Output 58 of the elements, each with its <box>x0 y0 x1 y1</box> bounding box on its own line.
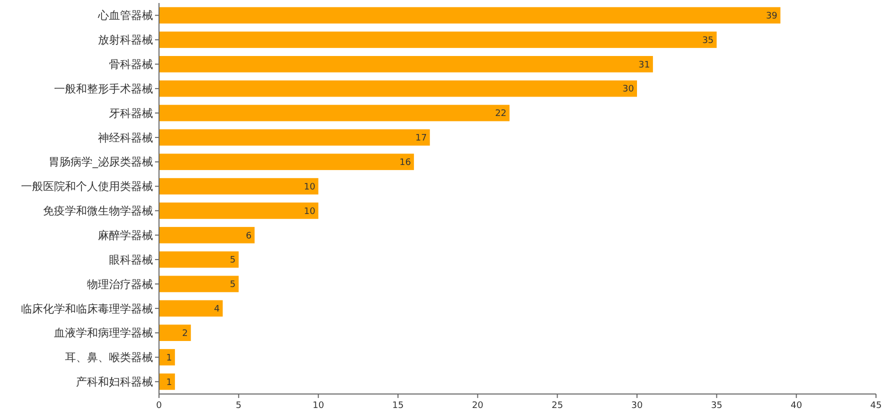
y-tick-label: 牙科器械 <box>109 106 153 120</box>
x-tick-label: 45 <box>870 401 882 411</box>
bar <box>159 7 780 24</box>
x-tick-label: 20 <box>472 401 484 411</box>
bar <box>159 154 414 170</box>
data-label: 4 <box>214 304 220 315</box>
bar <box>159 32 717 48</box>
bar <box>159 276 239 292</box>
data-label: 5 <box>230 280 236 290</box>
y-tick-label: 临床化学和临床毒理学器械 <box>21 302 153 316</box>
x-tick-label: 15 <box>392 401 404 411</box>
y-tick-label: 心血管器械 <box>97 9 153 22</box>
data-label: 10 <box>304 182 316 192</box>
data-label: 1 <box>166 353 172 364</box>
data-label: 1 <box>166 378 172 388</box>
y-tick-label: 物理治疗器械 <box>87 278 153 291</box>
bar <box>159 104 510 122</box>
y-tick-label: 产科和妇科器械 <box>76 376 153 389</box>
data-label: 39 <box>766 11 778 22</box>
data-label: 35 <box>702 36 714 46</box>
data-label: 2 <box>182 328 188 339</box>
y-tick-label: 麻醉学器械 <box>98 228 153 242</box>
data-label: 30 <box>622 84 634 95</box>
data-label: 10 <box>304 206 316 217</box>
bar <box>159 373 175 390</box>
x-tick-label: 30 <box>631 401 643 411</box>
data-label: 16 <box>399 158 412 168</box>
y-tick-label: 放射科器械 <box>98 34 153 47</box>
x-tick-label: 10 <box>312 401 324 411</box>
bar <box>159 202 318 219</box>
x-tick-label: 40 <box>790 401 802 411</box>
bar <box>159 56 653 72</box>
bar <box>159 251 239 268</box>
y-tick-label: 神经科器械 <box>98 131 153 144</box>
data-label: 6 <box>246 231 252 242</box>
y-tick-label: 一般和整形手术器械 <box>54 82 153 96</box>
bar <box>159 349 175 366</box>
bar <box>159 80 637 97</box>
y-tick-label: 骨科器械 <box>109 58 153 72</box>
bar <box>159 300 223 317</box>
data-label: 17 <box>415 134 427 144</box>
y-tick-label: 胃肠病学_泌尿类器械 <box>48 156 153 169</box>
y-tick-label: 眼科器械 <box>109 253 153 266</box>
bar <box>159 324 191 342</box>
bar <box>159 129 430 146</box>
y-tick-label: 耳、鼻、喉类器械 <box>65 351 153 364</box>
x-tick-label: 25 <box>552 401 564 411</box>
data-label: 5 <box>230 256 236 266</box>
bar <box>159 178 318 194</box>
x-tick-label: 0 <box>156 401 162 411</box>
y-tick-label: 血液学和病理学器械 <box>54 326 153 340</box>
bar <box>159 226 255 244</box>
data-label: 31 <box>638 60 650 70</box>
y-tick-label: 免疫学和微生物学器械 <box>43 204 153 218</box>
x-tick-label: 5 <box>236 401 242 411</box>
x-tick-label: 35 <box>710 401 722 411</box>
y-tick-label: 一般医院和个人使用类器械 <box>21 180 153 194</box>
data-label: 22 <box>495 109 507 120</box>
